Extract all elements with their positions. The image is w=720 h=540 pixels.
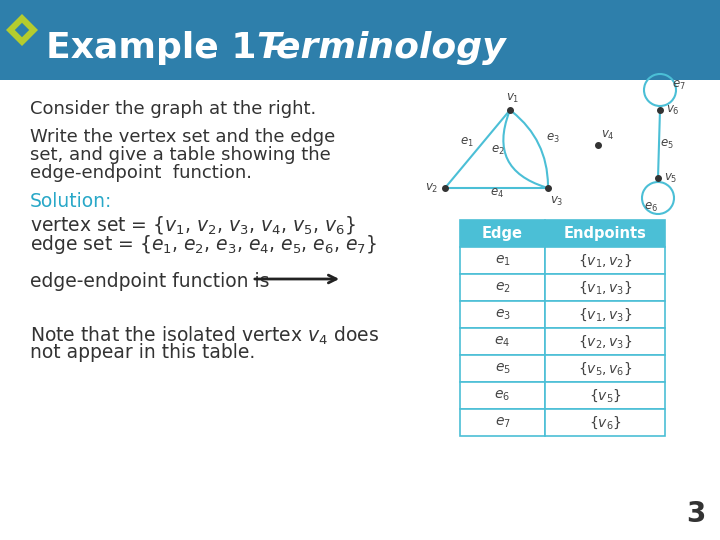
Text: edge-endpoint function is: edge-endpoint function is xyxy=(30,272,269,291)
Text: $e_6$: $e_6$ xyxy=(644,200,658,213)
Text: edge-endpoint  function.: edge-endpoint function. xyxy=(30,164,252,182)
Text: $e_7$: $e_7$ xyxy=(495,415,510,430)
Text: $e_7$: $e_7$ xyxy=(672,78,685,92)
Text: 3: 3 xyxy=(687,500,706,528)
Text: $v_1$: $v_1$ xyxy=(506,91,519,105)
Text: $v_4$: $v_4$ xyxy=(601,129,615,141)
Text: $e_2$: $e_2$ xyxy=(491,144,505,157)
FancyArrowPatch shape xyxy=(512,112,548,185)
Text: $e_6$: $e_6$ xyxy=(495,388,510,403)
Bar xyxy=(545,328,665,355)
Text: Example 1 –: Example 1 – xyxy=(46,31,300,65)
Text: Note that the isolated vertex $v_4$ does: Note that the isolated vertex $v_4$ does xyxy=(30,325,379,347)
Text: $e_5$: $e_5$ xyxy=(660,138,674,151)
Text: $v_3$: $v_3$ xyxy=(550,194,564,207)
Bar xyxy=(545,274,665,301)
Text: $v_2$: $v_2$ xyxy=(425,181,438,194)
Bar xyxy=(460,247,545,274)
Text: $e_2$: $e_2$ xyxy=(495,280,510,295)
Text: $v_6$: $v_6$ xyxy=(666,104,680,117)
Bar xyxy=(0,0,720,80)
Text: Write the vertex set and the edge: Write the vertex set and the edge xyxy=(30,128,336,146)
Bar xyxy=(545,409,665,436)
Bar xyxy=(545,382,665,409)
Text: Solution:: Solution: xyxy=(30,192,112,211)
Text: $v_5$: $v_5$ xyxy=(664,172,678,185)
Polygon shape xyxy=(6,14,38,46)
Text: Consider the graph at the right.: Consider the graph at the right. xyxy=(30,100,316,118)
Text: $e_3$: $e_3$ xyxy=(546,131,559,145)
Bar xyxy=(460,355,545,382)
Text: $e_1$: $e_1$ xyxy=(460,136,474,148)
Text: $e_1$: $e_1$ xyxy=(495,253,510,268)
Text: vertex set = {$v_1$, $v_2$, $v_3$, $v_4$, $v_5$, $v_6$}: vertex set = {$v_1$, $v_2$, $v_3$, $v_4$… xyxy=(30,214,356,236)
Text: not appear in this table.: not appear in this table. xyxy=(30,343,256,362)
Text: set, and give a table showing the: set, and give a table showing the xyxy=(30,146,330,164)
Bar xyxy=(545,247,665,274)
Text: $e_4$: $e_4$ xyxy=(490,186,504,200)
Text: Edge: Edge xyxy=(482,226,523,241)
Text: $\{v_5, v_6\}$: $\{v_5, v_6\}$ xyxy=(577,360,632,377)
Text: $\{v_1, v_2\}$: $\{v_1, v_2\}$ xyxy=(577,252,632,269)
Bar xyxy=(460,328,545,355)
Bar xyxy=(545,301,665,328)
Bar xyxy=(460,301,545,328)
Text: $e_5$: $e_5$ xyxy=(495,361,510,376)
Bar xyxy=(460,382,545,409)
FancyArrowPatch shape xyxy=(503,113,545,187)
Bar xyxy=(460,409,545,436)
Text: $e_4$: $e_4$ xyxy=(495,334,510,349)
Bar xyxy=(460,274,545,301)
Text: $e_3$: $e_3$ xyxy=(495,307,510,322)
Text: Terminology: Terminology xyxy=(256,31,505,65)
Polygon shape xyxy=(15,23,30,37)
Text: $\{v_5\}$: $\{v_5\}$ xyxy=(589,387,621,404)
Text: $\{v_1, v_3\}$: $\{v_1, v_3\}$ xyxy=(577,306,632,323)
Text: Endpoints: Endpoints xyxy=(564,226,647,241)
Bar xyxy=(545,355,665,382)
Text: $\{v_6\}$: $\{v_6\}$ xyxy=(589,414,621,431)
Bar xyxy=(460,220,665,247)
Text: edge set = {$e_1$, $e_2$, $e_3$, $e_4$, $e_5$, $e_6$, $e_7$}: edge set = {$e_1$, $e_2$, $e_3$, $e_4$, … xyxy=(30,233,377,256)
Text: $\{v_2, v_3\}$: $\{v_2, v_3\}$ xyxy=(577,333,632,350)
Text: $\{v_1, v_3\}$: $\{v_1, v_3\}$ xyxy=(577,279,632,296)
